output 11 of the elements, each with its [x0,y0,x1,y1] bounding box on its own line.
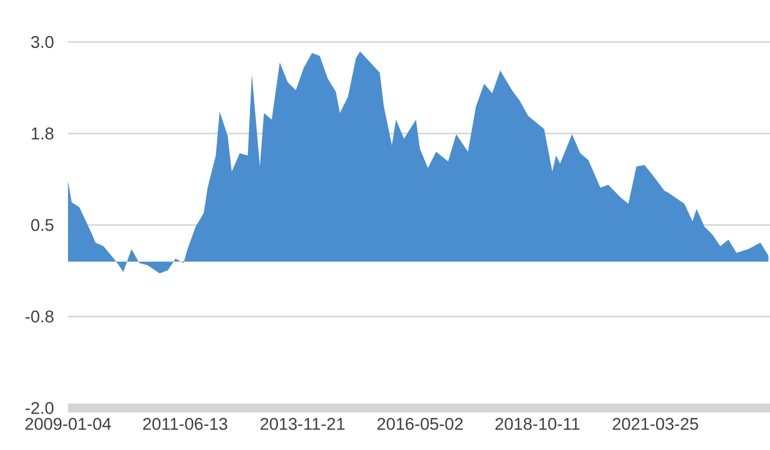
x-tick-label: 2021-03-25 [612,418,698,430]
x-tick-label: 2013-11-21 [260,418,345,430]
y-tick-label: -2.0 [26,402,54,414]
x-tick-label: 2016-05-02 [377,418,463,430]
y-tick-label: -0.8 [26,310,54,323]
x-tick-label: 2018-10-11 [495,418,580,430]
y-tick-label: 0.5 [31,218,54,232]
x-tick-label: 2009-01-04 [25,418,111,430]
x-tick-label: 2011-06-13 [143,418,228,430]
y-tick-label: 1.8 [32,127,54,140]
y-tick-label: 3.0 [31,36,54,48]
